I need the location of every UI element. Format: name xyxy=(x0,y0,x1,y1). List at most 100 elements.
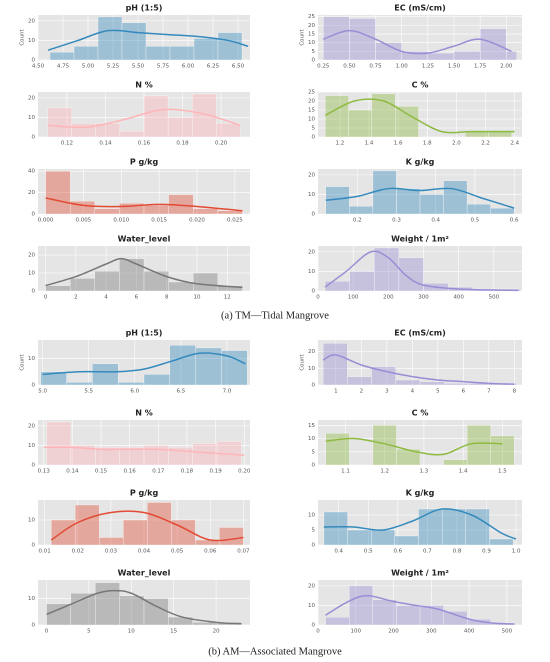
y-tick-label: 10 xyxy=(28,115,35,121)
histogram-bar xyxy=(147,502,172,546)
histogram-bar xyxy=(322,343,348,386)
y-tick-label: 0 xyxy=(32,623,36,629)
histogram-bar xyxy=(192,93,217,138)
histogram-bar xyxy=(143,445,169,466)
histogram-bar xyxy=(217,32,243,61)
subplot-title: EC (mS/cm) xyxy=(394,329,446,338)
histogram-bar xyxy=(70,593,96,626)
histogram-bar xyxy=(217,285,243,292)
y-tick-label: 10 xyxy=(28,271,35,277)
x-tick-label: 4.50 xyxy=(32,64,45,70)
histogram-bar xyxy=(168,281,194,292)
x-tick-label: 0 xyxy=(316,629,320,635)
histogram-bar xyxy=(453,51,481,61)
y-tick-label: 20 xyxy=(28,423,35,429)
kde-line xyxy=(42,352,246,376)
histogram-bar xyxy=(372,599,397,626)
histogram-bar xyxy=(427,52,455,61)
histogram-bar xyxy=(489,538,514,546)
x-tick-label: 0.025 xyxy=(227,218,243,224)
subplot: K g/kg 0 10 20 0.2 0.3 0.4 0.5 0.6 xyxy=(308,158,522,224)
x-tick-label: 2 xyxy=(74,295,78,301)
y-tick-label: 0 xyxy=(312,58,316,64)
y-tick-label: 5 xyxy=(312,528,316,534)
x-tick-label: 400 xyxy=(453,295,464,301)
y-tick-label: 10 xyxy=(308,366,315,372)
x-tick-label: 2.00 xyxy=(500,64,513,70)
histogram-bar xyxy=(372,425,397,466)
caption: (b) AM—Associated Mangrove xyxy=(208,646,342,657)
x-tick-label: 0.18 xyxy=(181,469,194,475)
subplot: pH (1:5) Count 0 10 5.0 5.5 6.0 6.5 7.0 xyxy=(20,329,250,395)
histogram-bar xyxy=(167,117,193,138)
x-tick-label: 12 xyxy=(224,295,231,301)
x-tick-label: 0.17 xyxy=(152,469,165,475)
x-tick-label: 0.8 xyxy=(453,549,462,555)
y-axis-label: Count xyxy=(300,353,306,370)
x-tick-label: 0.07 xyxy=(237,549,250,555)
x-tick-label: 6.50 xyxy=(232,64,245,70)
histogram-bar xyxy=(325,617,350,626)
x-tick-label: 2.4 xyxy=(510,141,519,147)
x-tick-label: 0.06 xyxy=(204,549,217,555)
y-tick-label: 25 xyxy=(308,90,315,96)
x-tick-label: 1.4 xyxy=(365,141,374,147)
histogram-bar xyxy=(372,170,397,215)
plot-background xyxy=(318,15,522,60)
histogram-bar xyxy=(395,106,419,138)
x-tick-label: 0.6 xyxy=(510,218,519,224)
histogram-bar xyxy=(73,46,99,61)
histogram-bar xyxy=(193,38,219,61)
y-tick-label: 10 xyxy=(308,269,315,275)
x-tick-label: 100 xyxy=(348,295,359,301)
x-tick-label: 5.5 xyxy=(84,389,93,395)
x-tick-label: 1.2 xyxy=(335,141,344,147)
histogram-bar xyxy=(119,130,145,138)
histogram-bar xyxy=(169,345,196,386)
kde-line xyxy=(47,108,241,129)
subplot: N % 0 10 20 0.13 0.14 0.15 0.16 0.17 0.18 0.19 0.20 xyxy=(28,409,251,475)
x-tick-label: 5.25 xyxy=(107,64,120,70)
y-tick-label: 0 xyxy=(32,212,36,218)
y-tick-label: 10 xyxy=(28,443,35,449)
y-tick-label: 0 xyxy=(312,135,316,141)
histogram-bar xyxy=(349,585,373,626)
x-tick-label: 0.03 xyxy=(105,549,118,555)
kde-line xyxy=(324,98,515,134)
y-tick-label: 10 xyxy=(28,518,35,524)
y-tick-label: 0 xyxy=(312,212,316,218)
histogram-bar xyxy=(480,28,507,61)
subplot-title: EC (mS/cm) xyxy=(394,4,446,13)
x-tick-label: 5 xyxy=(436,389,440,395)
x-tick-label: 0.01 xyxy=(39,549,51,555)
histogram-bar xyxy=(348,109,373,138)
histogram-bar xyxy=(121,22,147,61)
x-tick-label: 1.3 xyxy=(420,469,429,475)
x-tick-label: 0.50 xyxy=(343,64,356,70)
y-tick-label: 20 xyxy=(308,23,315,29)
x-tick-label: 15 xyxy=(170,629,177,635)
kde-line xyxy=(325,594,515,625)
subplot-title: P g/kg xyxy=(130,489,159,498)
histogram-bar xyxy=(371,529,396,546)
histogram-bar xyxy=(419,194,444,215)
histogram-bar xyxy=(442,508,466,546)
subplot-title: C % xyxy=(412,409,429,418)
subplot-title: Weight / 1m² xyxy=(391,569,449,578)
x-tick-label: 0.9 xyxy=(482,549,491,555)
x-tick-label: 0.7 xyxy=(423,549,432,555)
x-tick-label: 0.005 xyxy=(76,218,92,224)
y-tick-label: 15 xyxy=(308,423,315,429)
subplot-title: C % xyxy=(412,81,429,90)
x-tick-label: 4.75 xyxy=(57,64,70,70)
x-tick-label: 0.6 xyxy=(393,549,402,555)
kde-line xyxy=(323,508,517,540)
y-tick-label: 10 xyxy=(308,436,315,442)
x-tick-label: 20 xyxy=(213,629,220,635)
x-tick-label: 0.15 xyxy=(95,469,108,475)
histogram-bar xyxy=(46,421,72,466)
y-tick-label: 10 xyxy=(308,40,315,46)
y-tick-label: 20 xyxy=(308,583,315,589)
subplot: K g/kg 0 5 10 0.4 0.5 0.6 0.7 0.8 0.9 1.0 xyxy=(308,489,522,555)
